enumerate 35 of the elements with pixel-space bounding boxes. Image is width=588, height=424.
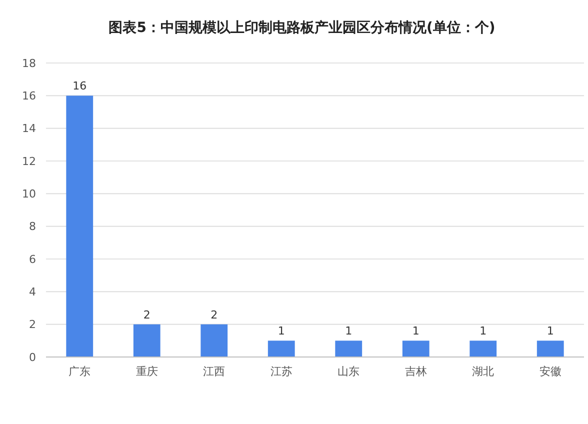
bar xyxy=(536,340,564,357)
bar xyxy=(200,324,228,357)
x-tick-label: 安徽 xyxy=(539,365,562,378)
bar xyxy=(402,340,430,357)
y-tick-label: 4 xyxy=(29,286,36,299)
x-tick-label: 重庆 xyxy=(136,365,158,378)
data-label: 2 xyxy=(143,308,150,322)
bar xyxy=(268,340,295,357)
y-tick-label: 10 xyxy=(22,188,36,201)
y-tick-label: 8 xyxy=(29,220,36,234)
y-tick-label: 2 xyxy=(29,318,36,332)
data-label: 1 xyxy=(345,324,352,338)
x-tick-label: 吉林 xyxy=(404,365,427,378)
bar xyxy=(66,96,94,357)
x-tick-label: 湖北 xyxy=(472,365,494,378)
data-label: 2 xyxy=(210,308,218,322)
bar xyxy=(133,324,160,357)
y-tick-label: 0 xyxy=(29,350,36,364)
bar xyxy=(470,340,497,357)
y-tick-label: 18 xyxy=(22,56,36,70)
data-label: 1 xyxy=(480,324,487,338)
y-tick-label: 16 xyxy=(22,90,36,103)
y-tick-label: 12 xyxy=(22,154,36,168)
x-tick-label: 江西 xyxy=(203,365,226,378)
data-label: 1 xyxy=(412,324,420,338)
y-tick-label: 14 xyxy=(22,122,36,136)
data-label: 1 xyxy=(278,324,285,338)
x-tick-label: 江苏 xyxy=(270,365,292,378)
x-tick-label: 山东 xyxy=(338,365,360,378)
x-tick-label: 广东 xyxy=(68,365,91,378)
chart-title: 图表5：中国规模以上印制电路板产业园区分布情况(单位：个) xyxy=(108,19,496,36)
y-tick-label: 6 xyxy=(29,252,36,266)
bar xyxy=(335,340,362,357)
data-label: 1 xyxy=(546,324,554,338)
data-label: 16 xyxy=(72,80,87,93)
